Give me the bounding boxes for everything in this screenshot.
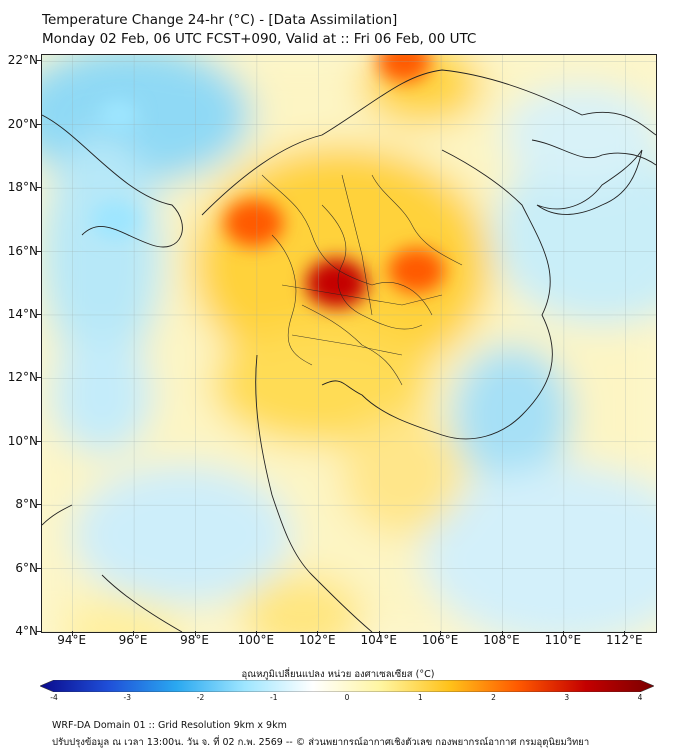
footer-credit: ปรับปรุงข้อมูล ณ เวลา 13:00น. วัน จ. ที่…	[52, 737, 590, 748]
colorbar-tick-label: 2	[491, 693, 496, 702]
colorbar-tick-label: 3	[564, 693, 570, 702]
lat-tick	[36, 187, 41, 189]
warm-anomaly	[305, 258, 368, 308]
colorbar-tick-label: -1	[270, 693, 278, 702]
map-gridlines	[42, 55, 656, 632]
lat-tick	[36, 504, 41, 506]
coastline-outline	[42, 69, 656, 632]
lat-tick-label: 18°N	[7, 180, 38, 195]
map-panel[interactable]	[41, 54, 657, 633]
lon-tick	[71, 631, 73, 636]
lon-tick	[501, 631, 503, 636]
colorbar-gradient	[40, 680, 654, 692]
colorbar-tick-label: 4	[637, 693, 643, 702]
lat-tick	[36, 60, 41, 62]
lat-tick-label: 4°N	[15, 624, 38, 638]
colorbar	[40, 680, 654, 692]
colorbar-tick-label: -2	[196, 693, 205, 702]
temperature-map	[42, 55, 656, 632]
colorbar-tick-label: 1	[417, 693, 423, 702]
map-subtitle: Monday 02 Feb, 06 UTC FCST+090, Valid at…	[42, 31, 477, 47]
lat-tick	[36, 313, 41, 315]
lat-tick-label: 12°N	[7, 370, 38, 385]
footer-model-info: WRF-DA Domain 01 :: Grid Resolution 9km …	[52, 720, 287, 731]
lon-tick	[562, 631, 564, 636]
map-title: Temperature Change 24-hr (°C) - [Data As…	[42, 12, 398, 28]
province-borders	[261, 174, 463, 386]
lat-tick	[36, 377, 41, 379]
lat-tick	[36, 250, 41, 252]
lat-tick-label: 16°N	[7, 243, 38, 258]
colorbar-label: อุณหภูมิเปลี่ยนแปลง หน่วย องศาเซลเซียส (…	[241, 669, 435, 680]
lon-tick	[317, 631, 319, 636]
lat-tick-label: 8°N	[15, 497, 38, 512]
lon-tick-label: 108°E	[483, 633, 520, 647]
lon-tick-label: 98°E	[180, 633, 209, 647]
lon-tick-label: 110°E	[544, 633, 582, 647]
lat-tick	[36, 567, 41, 569]
lon-tick	[133, 631, 135, 636]
lon-tick	[440, 631, 442, 636]
lat-tick-label: 10°N	[7, 433, 38, 448]
lat-tick-label: 22°N	[7, 53, 38, 68]
lat-tick-label: 20°N	[7, 116, 38, 131]
warm-anomaly	[377, 55, 431, 83]
lat-tick-label: 6°N	[15, 560, 38, 575]
warm-anomaly	[388, 247, 445, 294]
lat-tick-label: 14°N	[7, 306, 38, 321]
lat-tick	[36, 440, 41, 442]
lon-tick-label: 94°E	[57, 633, 87, 647]
lon-tick-label: 102°E	[299, 633, 336, 647]
colorbar-tick-label: 0	[344, 693, 350, 702]
lat-tick	[36, 123, 41, 125]
lon-tick	[378, 631, 380, 636]
lon-tick-label: 106°E	[421, 633, 459, 647]
lon-tick	[255, 631, 257, 636]
lon-tick-label: 104°E	[360, 633, 397, 647]
colorbar-tick-label: -3	[123, 693, 131, 702]
warm-anomaly	[224, 199, 284, 247]
lat-tick	[36, 631, 41, 632]
colorbar-tick-label: -4	[50, 693, 58, 702]
lon-tick	[194, 631, 196, 636]
lon-tick-label: 112°E	[606, 633, 643, 647]
lon-tick-label: 100°E	[237, 633, 275, 647]
hotspot-layer	[91, 55, 445, 308]
cold-anomaly	[91, 200, 140, 240]
cold-anomaly	[99, 99, 139, 131]
lon-tick	[624, 631, 626, 636]
field-shading	[42, 55, 656, 632]
lon-tick-label: 96°E	[118, 633, 148, 647]
